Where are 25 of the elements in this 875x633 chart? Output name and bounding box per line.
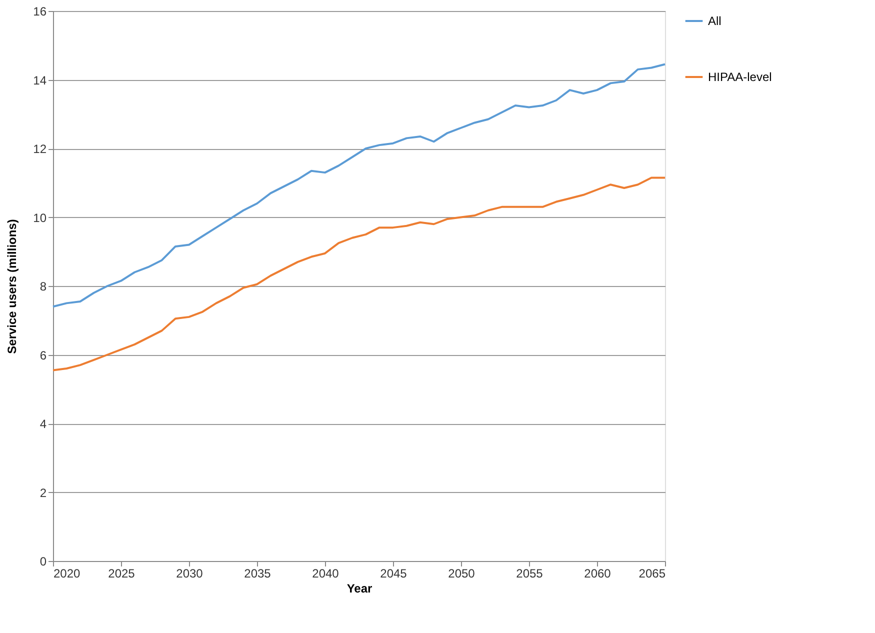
line-series: [52, 176, 666, 372]
x-tick-label: 2050: [448, 566, 476, 580]
x-tick-label: 2035: [244, 566, 272, 580]
x-tick-label: 2020: [54, 566, 81, 580]
y-tick-label: 14: [33, 73, 47, 88]
legend-label: All: [708, 14, 722, 28]
y-tick-label: 16: [33, 4, 47, 18]
y-tick-label: 8: [40, 280, 47, 294]
line-series: [52, 63, 666, 308]
y-tick-label: 6: [40, 348, 47, 362]
x-tick-label: 2025: [108, 566, 136, 580]
y-tick-label: 2: [40, 486, 47, 500]
y-tick-label: 12: [33, 142, 47, 156]
x-tick-label: 2030: [176, 566, 204, 580]
y-tick-label: 0: [40, 554, 47, 568]
x-tick-label: 2040: [312, 566, 340, 580]
legend-label: HIPAA-level: [708, 70, 772, 84]
x-tick-label: 2055: [516, 566, 544, 580]
x-tick-label: 2060: [584, 566, 612, 580]
x-tick-label: 2065: [638, 566, 666, 580]
y-axis-title: Service users (millions): [5, 219, 20, 354]
x-tick-label: 2045: [380, 566, 408, 580]
y-tick-label: 4: [40, 417, 47, 431]
y-tick-label: 10: [33, 210, 47, 225]
x-axis-title: Year: [346, 582, 373, 596]
